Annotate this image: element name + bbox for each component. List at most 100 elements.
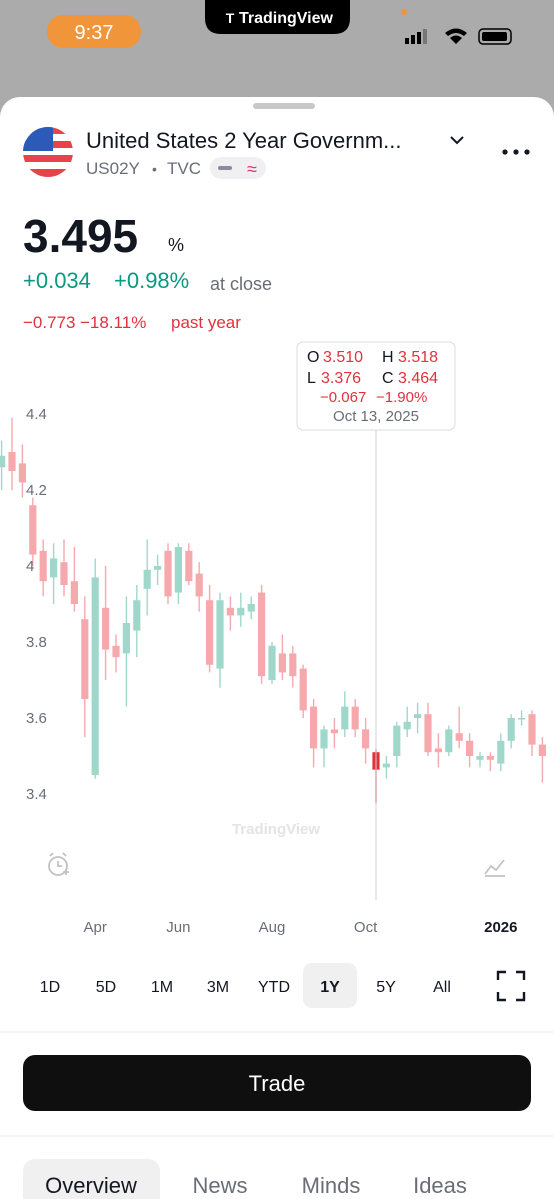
- privacy-dot: [401, 9, 407, 15]
- candle-body: [268, 645, 276, 680]
- candle-body: [289, 653, 297, 677]
- x-tick-label: Aug: [259, 919, 286, 936]
- tooltip: [296, 341, 456, 431]
- year-label: past year: [171, 313, 241, 332]
- close-status: at close: [210, 274, 272, 294]
- candle-body: [185, 550, 193, 582]
- chart-button-bg: [461, 833, 527, 899]
- candle-body: [414, 714, 422, 718]
- range-button[interactable]: 3M: [207, 979, 229, 996]
- candle-body: [528, 714, 536, 745]
- price-unit: %: [168, 235, 184, 255]
- battery-level: [482, 32, 507, 41]
- title-chevron[interactable]: [450, 136, 464, 145]
- candle-body: [434, 748, 442, 753]
- candle-body: [278, 653, 286, 673]
- candle-body: [518, 718, 526, 720]
- candle-body: [154, 566, 162, 570]
- candle-body: [102, 607, 110, 650]
- candle-body: [497, 740, 505, 764]
- tab[interactable]: Overview: [45, 1173, 137, 1198]
- tooltip-c: 3.464: [398, 370, 438, 387]
- range-selected-bg: [303, 963, 357, 1008]
- y-tick-label: 4: [26, 558, 34, 575]
- range-button[interactable]: 1D: [40, 979, 60, 996]
- island-logo: T: [226, 10, 235, 26]
- candle-body: [455, 733, 463, 741]
- candle-body: [143, 569, 151, 589]
- range-button[interactable]: 5Y: [376, 979, 396, 996]
- tooltip-change: −0.067: [320, 389, 366, 406]
- candle-body: [39, 550, 47, 582]
- candle-body: [112, 645, 120, 658]
- candle-body: [29, 505, 37, 555]
- candle-body: [362, 729, 370, 749]
- candle-body: [18, 463, 26, 483]
- range-button[interactable]: All: [433, 979, 451, 996]
- candle-body: [216, 600, 224, 669]
- candle-body: [50, 558, 58, 578]
- exchange: TVC: [167, 159, 201, 178]
- candle-body: [237, 607, 245, 616]
- battery-icon: [478, 28, 512, 45]
- range-button[interactable]: 5D: [96, 979, 116, 996]
- range-button[interactable]: 1Y: [320, 979, 340, 996]
- tab[interactable]: Ideas: [413, 1173, 467, 1198]
- candle-body: [226, 607, 234, 616]
- candle-body: [122, 623, 130, 654]
- tooltip-change-pct: −1.90%: [376, 389, 427, 406]
- candle-body: [382, 763, 390, 768]
- grab-handle[interactable]: [253, 103, 315, 109]
- y-tick-label: 3.8: [26, 634, 47, 651]
- candle-body: [445, 729, 453, 753]
- candle-body: [8, 452, 16, 471]
- tab[interactable]: Minds: [302, 1173, 361, 1198]
- trade-button[interactable]: [23, 1055, 531, 1111]
- status-time: 9:37: [75, 22, 114, 44]
- candle-body: [206, 600, 214, 665]
- x-tick-label: 2026: [484, 919, 517, 936]
- candle-body: [60, 562, 68, 585]
- candle-body: [320, 729, 328, 749]
- chart[interactable]: TradingView 4.4 4.2 4 3.8 3.6 3.4: [0, 406, 546, 838]
- dynamic-island: [205, 0, 350, 34]
- candle-body: [424, 714, 432, 753]
- candle-body: [81, 619, 89, 699]
- candle-body: [403, 721, 411, 730]
- year-change-pct: −18.11%: [80, 313, 146, 332]
- candle-body: [341, 706, 349, 730]
- watermark: TradingView: [232, 821, 320, 838]
- candle-body: [91, 577, 99, 775]
- chart-button[interactable]: [484, 859, 505, 877]
- candle-body: [299, 668, 307, 711]
- x-tick-label: Jun: [166, 919, 190, 936]
- candle-body: [507, 718, 515, 741]
- more-menu[interactable]: [502, 149, 530, 155]
- candle-body: [466, 740, 474, 756]
- candle-body: [393, 725, 401, 756]
- tooltip-l-label: L: [307, 370, 316, 387]
- y-tick-label: 4.2: [26, 482, 47, 499]
- candle-body: [538, 744, 546, 756]
- tooltip-h: 3.518: [398, 349, 438, 366]
- badge-wave: ≈: [247, 159, 257, 179]
- candle-body: [247, 604, 255, 612]
- status-badge: [210, 157, 266, 179]
- tab[interactable]: News: [192, 1173, 247, 1198]
- trade-label[interactable]: Trade: [249, 1071, 306, 1096]
- symbol: US02Y: [86, 159, 140, 178]
- candle-body: [70, 581, 78, 604]
- tooltip-o-label: O: [307, 349, 319, 366]
- tooltip-date: Oct 13, 2025: [333, 408, 419, 425]
- flag-icon: [23, 127, 73, 177]
- x-tick-label: Oct: [354, 919, 378, 936]
- price: 3.495: [23, 210, 138, 262]
- range-button[interactable]: 1M: [151, 979, 173, 996]
- range-button[interactable]: YTD: [258, 979, 290, 996]
- fullscreen-button[interactable]: [496, 970, 526, 1002]
- candle-body: [164, 550, 172, 597]
- alert-button[interactable]: [48, 852, 69, 876]
- y-tick-label: 3.6: [26, 710, 47, 727]
- tooltip-l: 3.376: [321, 370, 361, 387]
